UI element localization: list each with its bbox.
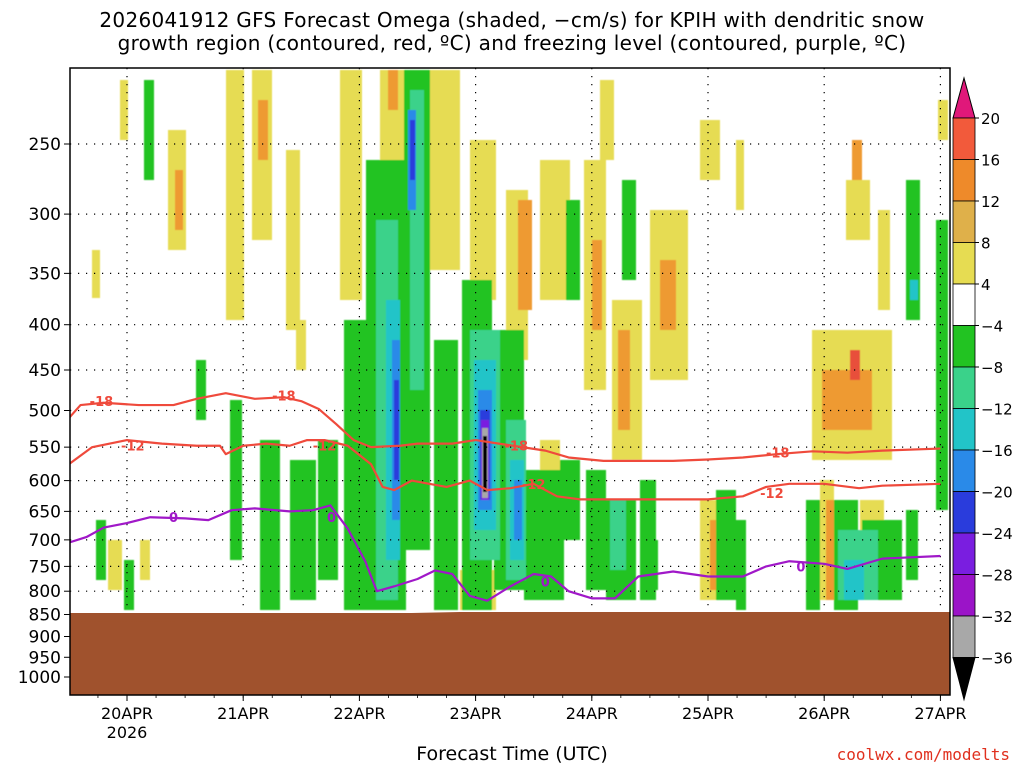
- colorbar-bottom-arrow: [952, 657, 976, 702]
- contour-label: 0: [796, 560, 805, 575]
- x-tick-label: 25APR: [682, 704, 734, 723]
- colorbar-swatch: [952, 408, 976, 451]
- colorbar-label: −8: [981, 359, 1003, 377]
- y-tick-label: 250: [29, 135, 61, 155]
- colorbar-label: −32: [981, 608, 1013, 626]
- y-tick-label: 750: [29, 557, 61, 577]
- x-tick-label: 21APR: [217, 704, 269, 723]
- x-tick-label: 22APR: [333, 704, 385, 723]
- colorbar-swatch: [952, 366, 976, 409]
- colorbar-label: −24: [981, 525, 1013, 543]
- colorbar-top-arrow: [952, 76, 976, 119]
- contour-label: -12: [313, 440, 337, 455]
- contour-label: -12: [522, 478, 546, 493]
- y-tick-label: 500: [29, 402, 61, 422]
- contour-label: -18: [766, 447, 790, 462]
- x-axis-label: Forecast Time (UTC): [416, 743, 608, 765]
- y-tick-label: 400: [29, 316, 61, 336]
- colorbar-swatch: [952, 200, 976, 243]
- colorbar-swatch: [952, 117, 976, 160]
- x-axis-year-label: 2026: [107, 723, 148, 742]
- colorbar-label: 8: [981, 235, 991, 253]
- contour-0: [70, 504, 941, 602]
- contour-label: -12: [760, 487, 784, 502]
- colorbar-label: 20: [981, 110, 1000, 128]
- contour-label: -18: [90, 395, 114, 410]
- plot-frame: [69, 67, 951, 696]
- colorbar-swatch: [952, 449, 976, 492]
- contour-label: -18: [272, 390, 296, 405]
- x-tick-label: 23APR: [450, 704, 502, 723]
- y-tick-label: 600: [29, 472, 61, 492]
- site-credit: coolwx.com/modelts: [836, 745, 1010, 764]
- contour-label: 0: [541, 575, 550, 590]
- contour-minus18: [70, 392, 941, 462]
- contour-label: -18: [505, 440, 529, 455]
- contour-label: 0: [327, 511, 336, 526]
- y-tick-label: 650: [29, 502, 61, 522]
- colorbar-label: 4: [981, 276, 991, 294]
- y-tick-label: 900: [29, 627, 61, 647]
- x-tick-label: 27APR: [914, 704, 966, 723]
- colorbar-swatch: [952, 491, 976, 534]
- contour-label: 0: [169, 511, 178, 526]
- y-tick-label: 800: [29, 582, 61, 602]
- x-axis: 20APR 21APR 22APR 23APR 24APR 25APR 26APR 27APR: [97, 695, 966, 723]
- colorbar-label: −20: [981, 484, 1013, 502]
- colorbar-label: 12: [981, 193, 1000, 211]
- colorbar-label: −4: [981, 318, 1003, 336]
- y-tick-label: 300: [29, 205, 61, 225]
- colorbar-label: −16: [981, 442, 1013, 460]
- colorbar-label: 16: [981, 152, 1000, 170]
- y-tick-label: 1000: [18, 668, 61, 688]
- y-tick-label: 950: [29, 648, 61, 668]
- omega-shading: [92, 70, 948, 610]
- x-tick-label: 26APR: [798, 704, 850, 723]
- y-tick-label: 350: [29, 264, 61, 284]
- ground-edge: [70, 612, 950, 622]
- y-tick-label: 850: [29, 606, 61, 626]
- y-tick-label: 700: [29, 531, 61, 551]
- colorbar-swatch: [952, 532, 976, 575]
- x-tick-label: 20APR: [101, 704, 153, 723]
- colorbar-swatch: [952, 159, 976, 202]
- chart-title-line-1: 2026041912 GFS Forecast Omega (shaded, −…: [99, 8, 925, 32]
- y-tick-label: 550: [29, 438, 61, 458]
- colorbar-swatch: [952, 574, 976, 617]
- colorbar-label: −28: [981, 567, 1013, 585]
- x-tick-label: 24APR: [566, 704, 618, 723]
- y-tick-label: 450: [29, 361, 61, 381]
- colorbar-swatch: [952, 325, 976, 368]
- y-axis: 2503003504004505005506006507007508008509…: [18, 135, 70, 688]
- colorbar-swatch: [952, 615, 976, 658]
- ground-fill: [70, 613, 950, 695]
- colorbar-swatch: [952, 283, 976, 326]
- contour-layer: -18 -18 -18 -18 -12 -12 -12 -12 0 0 0 0: [70, 390, 941, 602]
- colorbar-label: −12: [981, 401, 1013, 419]
- grid: [70, 68, 950, 610]
- chart-title-line-2: growth region (contoured, red, ºC) and f…: [117, 31, 907, 55]
- colorbar: 20 16 12 8 4 −4 −8 −12 −16 −20 −24 −28 −32 −36: [952, 76, 1013, 702]
- colorbar-swatch: [952, 242, 976, 285]
- contour-minus12: [70, 438, 941, 501]
- colorbar-label: −36: [981, 650, 1013, 668]
- contour-label: -12: [121, 440, 145, 455]
